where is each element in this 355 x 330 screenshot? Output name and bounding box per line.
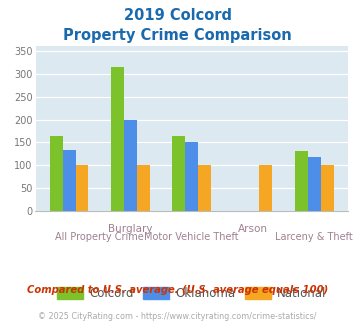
Text: Property Crime Comparison: Property Crime Comparison: [63, 28, 292, 43]
Bar: [185, 142, 198, 211]
Bar: [173, 137, 185, 211]
Text: © 2025 CityRating.com - https://www.cityrating.com/crime-statistics/: © 2025 CityRating.com - https://www.city…: [38, 312, 317, 321]
Bar: [308, 157, 321, 211]
Bar: [50, 137, 63, 211]
Bar: [137, 165, 150, 211]
Text: 2019 Colcord: 2019 Colcord: [124, 8, 231, 23]
Text: Arson: Arson: [238, 224, 268, 234]
Bar: [198, 165, 211, 211]
Text: All Property Crime: All Property Crime: [55, 232, 144, 242]
Bar: [63, 150, 76, 211]
Bar: [260, 165, 272, 211]
Text: Motor Vehicle Theft: Motor Vehicle Theft: [144, 232, 239, 242]
Text: Compared to U.S. average. (U.S. average equals 100): Compared to U.S. average. (U.S. average …: [27, 285, 328, 295]
Bar: [124, 120, 137, 211]
Bar: [76, 165, 88, 211]
Bar: [111, 67, 124, 211]
Bar: [295, 151, 308, 211]
Text: Burglary: Burglary: [108, 224, 153, 234]
Text: Larceny & Theft: Larceny & Theft: [275, 232, 353, 242]
Legend: Colcord, Oklahoma, National: Colcord, Oklahoma, National: [53, 282, 331, 304]
Bar: [321, 165, 333, 211]
